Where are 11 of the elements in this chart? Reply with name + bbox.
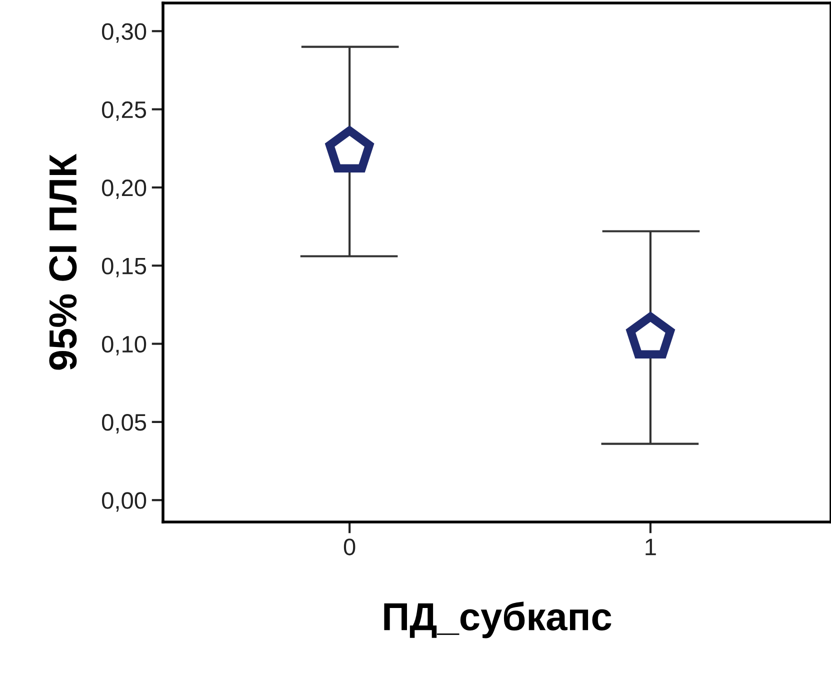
y-tick-label: 0,20 [102,180,146,200]
x-tick-label: 1 [646,538,656,556]
y-tick-label: 0,15 [102,258,146,278]
y-tick-label: 0,10 [102,336,146,356]
y-tick-label: 0,05 [102,414,146,434]
y-tick-label: 0,25 [102,101,146,121]
y-tick-label: 0,30 [102,23,146,43]
y-tick-label: 0,00 [102,492,146,512]
y-axis-title: 95% CI ПЛК [49,154,77,370]
x-axis-title: ПД_субкапс [384,602,612,638]
x-tick-label: 0 [344,538,356,556]
